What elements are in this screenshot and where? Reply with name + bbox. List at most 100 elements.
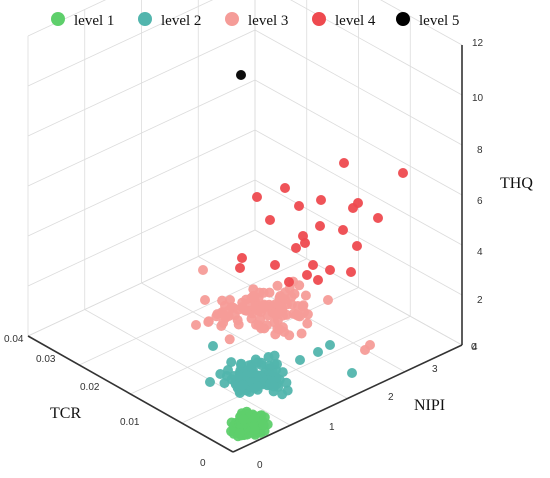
point-level-4 — [346, 267, 356, 277]
y-tick-2: 2 — [388, 392, 394, 403]
point-level-4 — [339, 158, 349, 168]
y-tick-3: 3 — [432, 364, 438, 375]
point-level-3 — [272, 280, 283, 291]
point-level-2 — [268, 381, 279, 392]
point-level-2 — [282, 385, 293, 396]
point-level-3 — [240, 305, 250, 316]
z-tick-8: 8 — [477, 145, 483, 156]
point-level-3 — [255, 314, 266, 325]
point-level-3 — [233, 319, 244, 330]
point-level-4 — [302, 270, 312, 280]
point-level-3 — [198, 265, 208, 275]
z-axis-label: THQ — [500, 175, 533, 192]
data-points — [191, 70, 408, 442]
point-level-3 — [211, 311, 222, 322]
point-level-4 — [235, 263, 245, 273]
point-level-4 — [270, 260, 280, 270]
y-tick-1: 1 — [329, 422, 335, 433]
point-level-4 — [313, 275, 323, 285]
legend-label-level-3: level 3 — [248, 13, 288, 29]
y-tick-0: 0 — [257, 460, 263, 471]
point-level-2 — [272, 359, 282, 370]
point-level-4 — [280, 183, 290, 193]
legend-item-level-2: level 2 — [138, 12, 201, 29]
point-level-3 — [323, 295, 333, 305]
x-tick-4: 0.04 — [4, 334, 24, 345]
point-level-4 — [325, 265, 335, 275]
axis-frame — [27, 45, 463, 453]
point-level-1 — [259, 412, 270, 423]
legend-item-level-4: level 4 — [312, 12, 376, 29]
legend-marker-level-5 — [396, 12, 410, 26]
point-level-3 — [269, 317, 280, 328]
point-level-2 — [250, 354, 261, 365]
z-tick-10: 10 — [472, 93, 484, 104]
point-level-3 — [256, 323, 267, 334]
point-level-4 — [294, 201, 304, 211]
point-level-2 — [295, 355, 305, 365]
point-level-2 — [205, 377, 215, 387]
point-level-4 — [284, 277, 294, 287]
x-tick-2: 0.02 — [80, 382, 100, 393]
legend-marker-level-2 — [138, 12, 152, 26]
point-level-4 — [373, 213, 383, 223]
point-level-2 — [313, 347, 323, 357]
tick-labels: 0 0.01 0.02 0.03 0.04 0 1 2 3 4 0 2 4 6 … — [4, 38, 484, 471]
point-level-2 — [263, 352, 274, 362]
point-level-3 — [216, 321, 227, 331]
point-level-1 — [238, 414, 249, 425]
point-level-3 — [277, 322, 288, 333]
point-level-2 — [252, 381, 263, 392]
point-level-3 — [225, 295, 235, 305]
z-tick-6: 6 — [477, 196, 483, 207]
point-level-3 — [300, 290, 311, 301]
point-level-4 — [315, 221, 325, 231]
point-level-4 — [291, 243, 301, 253]
legend-item-level-3: level 3 — [225, 12, 288, 29]
point-level-3 — [284, 330, 295, 341]
point-level-4 — [316, 195, 326, 205]
wall-grid-line — [27, 0, 107, 37]
legend-label-level-2: level 2 — [161, 13, 201, 29]
x-tick-0: 0 — [200, 458, 206, 469]
point-level-2 — [325, 340, 335, 350]
z-tick-12: 12 — [472, 38, 484, 49]
point-level-4 — [353, 198, 363, 208]
point-level-3 — [256, 306, 267, 317]
point-level-2 — [221, 371, 232, 381]
point-level-3 — [302, 318, 313, 329]
point-level-4 — [300, 238, 310, 248]
point-level-3 — [241, 294, 251, 305]
legend-marker-level-1 — [51, 12, 65, 26]
wall-grid-line — [380, 0, 463, 46]
point-level-3 — [203, 317, 214, 327]
z-tick-2: 2 — [477, 295, 483, 306]
point-level-2 — [237, 380, 248, 391]
point-level-4 — [265, 215, 275, 225]
legend-marker-level-3 — [225, 12, 239, 26]
point-level-3 — [299, 307, 310, 318]
x-axis-label: TCR — [50, 405, 81, 422]
point-level-4 — [308, 260, 318, 270]
floor-grid-line — [141, 282, 348, 399]
point-level-1 — [249, 424, 260, 435]
legend-item-level-5: level 5 — [396, 12, 459, 29]
legend-label-level-4: level 4 — [335, 13, 376, 29]
z-tick-0: 0 — [471, 342, 477, 353]
point-level-1 — [234, 427, 245, 438]
point-level-3 — [223, 305, 234, 316]
point-level-5 — [236, 70, 246, 80]
point-level-3 — [269, 308, 280, 319]
x-axis-line — [27, 335, 234, 453]
y-tick-4: 4 — [472, 342, 478, 353]
point-level-2 — [226, 357, 237, 368]
legend-label-level-5: level 5 — [419, 13, 459, 29]
z-tick-4: 4 — [477, 247, 483, 258]
point-level-3 — [191, 320, 201, 330]
point-level-4 — [398, 168, 408, 178]
point-level-3 — [200, 295, 210, 305]
x-tick-1: 0.01 — [120, 417, 140, 428]
point-level-2 — [347, 368, 357, 378]
point-level-4 — [252, 192, 262, 202]
point-level-2 — [246, 362, 257, 373]
